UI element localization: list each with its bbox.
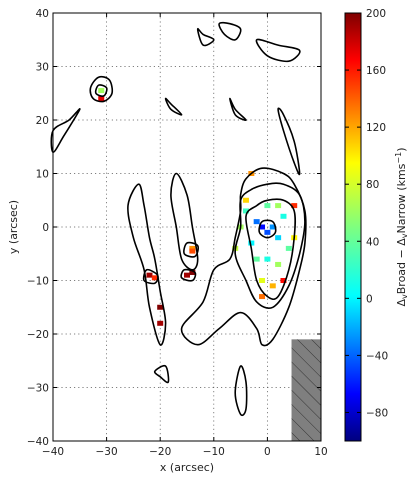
masked-region <box>291 339 321 441</box>
y-tick-label: −40 <box>27 436 49 448</box>
velocity-pixel <box>253 256 260 262</box>
velocity-pixel <box>269 283 276 289</box>
contour-mid-blob <box>164 97 183 116</box>
y-tick-label: −20 <box>27 329 49 341</box>
velocity-pixel <box>280 278 287 283</box>
velocity-pixel <box>253 219 260 225</box>
contour-source-b <box>180 268 197 282</box>
y-tick-label: 0 <box>42 222 49 234</box>
y-tick-label: 40 <box>36 8 49 20</box>
contour-right-streak <box>277 107 301 176</box>
colorbar-ticks: −80 −40 0 40 80 120 160 200 <box>345 8 388 419</box>
velocity-pixel <box>242 208 249 214</box>
colorbar-tick-label: 120 <box>366 122 386 134</box>
velocity-pixel <box>264 256 271 262</box>
colorbar-tick-label: −40 <box>366 350 388 362</box>
y-tick-label: 30 <box>36 62 49 74</box>
contour-lines <box>50 21 307 417</box>
velocity-pixel <box>264 229 271 235</box>
x-axis: −40 −30 −20 −10 0 10 <box>42 13 328 458</box>
velocity-pixel <box>189 245 196 251</box>
y-tick-label: 10 <box>36 169 49 181</box>
x-axis-label: x (arcsec) <box>160 461 214 474</box>
x-tick-label: −30 <box>96 446 118 458</box>
y-tick-label: −30 <box>27 383 49 395</box>
velocity-pixel <box>275 203 282 209</box>
x-tick-label: 0 <box>264 446 271 458</box>
contour-lower-left-a <box>153 364 170 384</box>
velocity-pixel <box>146 272 153 278</box>
contour-main-inner <box>245 198 297 300</box>
y-tick-label: −10 <box>27 276 49 288</box>
contour-lower-drop <box>234 365 248 417</box>
velocity-pixel <box>280 213 287 219</box>
colorbar-tick-label: 0 <box>366 293 373 305</box>
colorbar-tick-label: 160 <box>366 65 386 77</box>
colorbar-label: ΔvBroad − ΔvNarrow (kms−1) <box>394 147 409 306</box>
velocity-pixel <box>269 224 276 230</box>
y-axis-label: y (arcsec) <box>7 200 20 254</box>
y-tick-label: 20 <box>36 115 49 127</box>
velocity-pixel <box>151 275 158 281</box>
colorbar-tick-label: 200 <box>366 8 386 20</box>
contour-north-inner <box>94 84 108 97</box>
colorbar-gradient <box>344 12 362 442</box>
velocity-pixel <box>275 261 282 267</box>
velocity-pixel <box>189 248 196 254</box>
colorbar-tick-label: −80 <box>366 407 388 419</box>
contour-mid-arc-a <box>127 183 167 346</box>
contour-core <box>258 219 277 239</box>
colorbar-tick-label: 80 <box>366 179 379 191</box>
colorbar: −80 −40 0 40 80 120 160 200 ΔvBroad − ΔvNarrow … <box>344 8 409 442</box>
contour-center-right-blob <box>229 97 247 121</box>
velocity-pixel <box>285 245 292 251</box>
x-tick-label: −40 <box>42 446 64 458</box>
contour-source-a <box>142 268 159 285</box>
velocity-pixel <box>98 88 105 94</box>
x-tick-label: −20 <box>149 446 171 458</box>
contour-north-blob <box>89 75 114 103</box>
contour-source-c <box>183 241 199 258</box>
velocity-pixel <box>259 278 266 283</box>
velocity-pixel <box>275 235 282 241</box>
contour-main-outer <box>180 167 307 347</box>
x-tick-label: 10 <box>314 446 327 458</box>
velocity-pixel <box>157 320 164 326</box>
y-axis: −40 −30 −20 −10 0 10 20 30 40 <box>27 8 321 448</box>
velocity-pixel <box>259 224 266 230</box>
velocity-pixel <box>184 272 190 278</box>
velocity-pixel <box>98 96 105 102</box>
contour-top-blob-b <box>218 21 242 41</box>
velocity-pixel <box>264 203 271 209</box>
contour-top-blob-a <box>196 27 215 47</box>
velocity-pixel <box>291 203 298 209</box>
velocity-pixel <box>157 304 164 310</box>
velocity-pixel <box>242 197 249 203</box>
velocity-pixel <box>259 294 266 300</box>
contour-mid-arc-b <box>170 172 199 271</box>
x-tick-label: −10 <box>203 446 225 458</box>
plot-area <box>50 12 322 442</box>
contour-main-mid <box>234 182 306 309</box>
velocity-pixel <box>189 269 196 275</box>
contour-top-blob-c <box>255 38 301 63</box>
colorbar-tick-label: 40 <box>366 236 379 248</box>
velocity-pixel <box>248 240 255 246</box>
